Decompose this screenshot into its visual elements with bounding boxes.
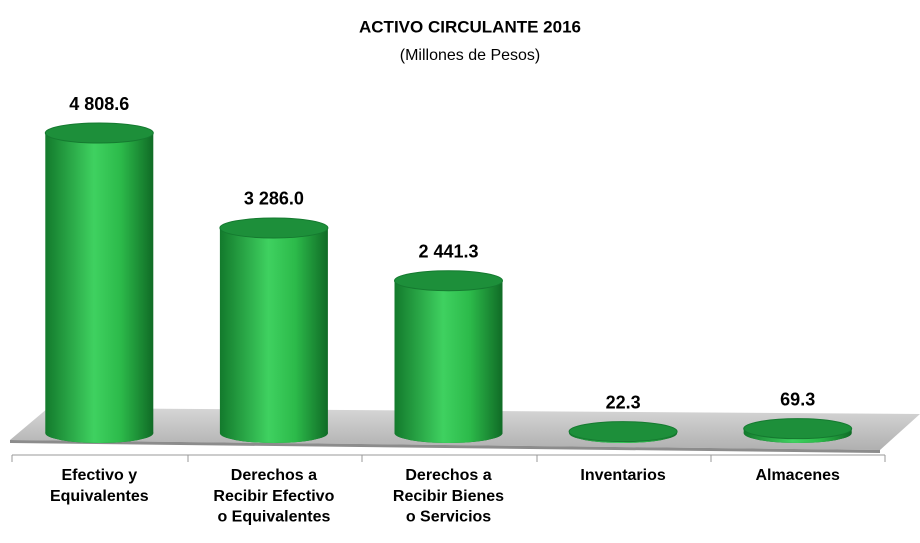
value-label: 3 286.0	[244, 189, 304, 209]
bar	[45, 133, 154, 443]
x-tick-label: Efectivo y Equivalentes	[50, 467, 149, 505]
x-tick-label: Derechos a Recibir Efectivo o Equivalentes	[213, 467, 334, 526]
bar	[394, 280, 503, 443]
chart-title: ACTIVO CIRCULANTE 2016	[359, 17, 581, 36]
value-label: 22.3	[606, 392, 641, 412]
bar-top	[219, 217, 329, 239]
x-tick-label: Derechos a Recibir Bienes o Servicios	[393, 467, 504, 526]
bar	[219, 227, 328, 443]
bar-top	[568, 421, 678, 443]
bar-top	[394, 270, 503, 292]
bar-top	[44, 122, 154, 144]
x-tick-label: Inventarios	[580, 467, 665, 484]
chart-subtitle: (Millones de Pesos)	[400, 47, 541, 64]
value-label: 69.3	[780, 389, 815, 409]
value-label: 2 441.3	[418, 241, 478, 261]
bar-top	[743, 418, 853, 440]
x-tick-label: Almacenes	[755, 467, 840, 484]
floor-edge	[10, 440, 880, 453]
value-label: 4 808.6	[69, 94, 129, 114]
